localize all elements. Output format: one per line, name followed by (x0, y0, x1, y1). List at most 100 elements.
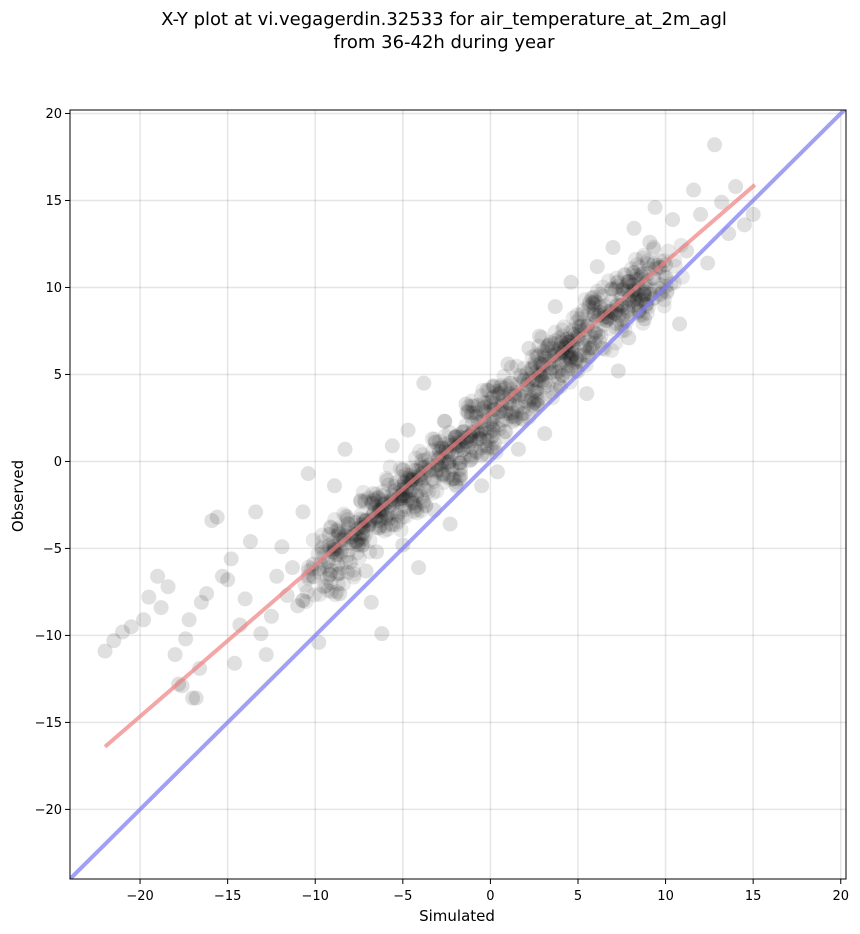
data-point (413, 503, 429, 519)
data-point (551, 356, 567, 372)
data-point (707, 137, 723, 153)
data-point (392, 461, 408, 477)
data-point (563, 274, 579, 290)
data-point (338, 508, 354, 524)
data-point (549, 365, 565, 381)
data-point (470, 397, 486, 413)
data-point (369, 544, 385, 560)
data-point (626, 265, 642, 281)
data-point (337, 528, 353, 544)
data-point (587, 293, 603, 309)
data-point (464, 393, 480, 409)
data-point (587, 325, 603, 341)
data-point (442, 453, 458, 469)
data-point (489, 464, 505, 480)
data-point (639, 256, 655, 272)
data-point (619, 274, 635, 290)
data-point (400, 422, 416, 438)
data-point (350, 532, 366, 548)
data-point (487, 435, 503, 451)
data-point (204, 513, 220, 529)
data-point (563, 361, 579, 377)
data-point (555, 322, 571, 338)
data-point (521, 340, 537, 356)
data-point (314, 539, 330, 555)
data-point (585, 295, 601, 311)
data-point (378, 508, 394, 524)
x-tick-label: 15 (745, 889, 762, 904)
data-point (346, 566, 362, 582)
data-point (438, 440, 454, 456)
data-point (624, 293, 640, 309)
data-point (616, 267, 632, 283)
data-point (327, 478, 343, 494)
data-point (637, 311, 653, 327)
data-point (408, 498, 424, 514)
data-point (398, 467, 414, 483)
data-point (604, 281, 620, 297)
data-point (580, 307, 596, 323)
data-point (503, 359, 519, 375)
data-point (515, 399, 531, 415)
data-point (346, 569, 362, 585)
data-point (564, 349, 580, 365)
data-point (500, 356, 516, 372)
data-point (409, 502, 425, 518)
data-point (452, 470, 468, 486)
data-point (526, 383, 542, 399)
data-point (436, 413, 452, 429)
data-point (590, 308, 606, 324)
data-point (728, 179, 744, 195)
data-point (525, 396, 541, 412)
data-point (554, 328, 570, 344)
data-point (356, 520, 372, 536)
data-point (588, 330, 604, 346)
data-point (593, 287, 609, 303)
data-point (451, 471, 467, 487)
data-point (330, 523, 346, 539)
data-point (453, 467, 469, 483)
data-point (579, 386, 595, 402)
data-point (585, 340, 601, 356)
data-point (563, 352, 579, 368)
data-point (642, 234, 658, 250)
data-point (495, 429, 511, 445)
data-point (745, 206, 761, 222)
data-point (451, 437, 467, 453)
data-point (181, 612, 197, 628)
data-point (456, 441, 472, 457)
data-point (442, 424, 458, 440)
data-point (635, 250, 651, 266)
data-point (384, 505, 400, 521)
data-point (300, 559, 316, 575)
data-point (331, 520, 347, 536)
data-point (322, 566, 338, 582)
data-point (513, 410, 529, 426)
grid-lines (70, 110, 846, 879)
data-point (568, 314, 584, 330)
data-point (496, 368, 512, 384)
data-point (516, 388, 532, 404)
data-point (193, 594, 209, 610)
data-point (484, 390, 500, 406)
data-point (417, 459, 433, 475)
data-point (469, 433, 485, 449)
data-point (471, 431, 487, 447)
data-point (637, 275, 653, 291)
data-point (425, 485, 441, 501)
data-point (568, 354, 584, 370)
data-point (577, 338, 593, 354)
data-point (323, 519, 339, 535)
data-point (412, 443, 428, 459)
data-point (444, 462, 460, 478)
data-point (263, 608, 279, 624)
y-tick-label: −20 (35, 803, 62, 818)
data-point (220, 572, 236, 588)
data-point (547, 299, 563, 315)
data-point (563, 349, 579, 365)
data-point (274, 539, 290, 555)
data-point (555, 368, 571, 384)
data-point (439, 454, 455, 470)
data-point (253, 626, 269, 642)
y-tick-label: −5 (43, 542, 62, 557)
